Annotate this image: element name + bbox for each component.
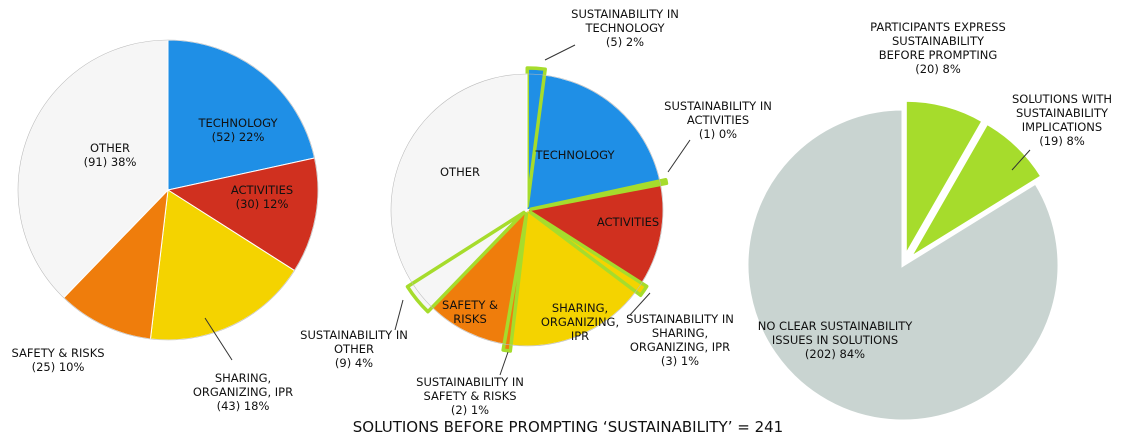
slice-label: OTHER xyxy=(420,165,500,179)
highlight-slice xyxy=(405,210,526,314)
highlight-slice xyxy=(525,66,547,208)
label-text: (30) 12% xyxy=(235,197,289,211)
pie-slice xyxy=(907,121,1044,260)
slice-label: SOLUTIONS WITH SUSTAINABILITY IMPLICATIO… xyxy=(1002,92,1122,148)
label-text: SUSTAINABILITY IN OTHER xyxy=(300,328,408,356)
leader-line xyxy=(629,292,651,316)
slice-label: SHARING, ORGANIZING, IPR xyxy=(540,301,620,343)
label-text: SHARING, ORGANIZING, IPR xyxy=(540,301,620,343)
pie-outline xyxy=(17,39,319,341)
label-text: (20) 8% xyxy=(915,62,961,76)
pie-slice xyxy=(903,98,986,262)
label-text: PARTICIPANTS EXPRESS SUSTAINABILITY BEFO… xyxy=(870,20,1006,62)
slice-label: SAFETY & RISKS (25) 10% xyxy=(3,346,113,374)
label-text: SHARING, ORGANIZING, IPR xyxy=(192,371,294,399)
pie-outline xyxy=(390,73,664,347)
highlight-slice xyxy=(529,177,669,211)
highlight-slice xyxy=(501,212,529,353)
label-text: (2) 1% xyxy=(450,403,490,417)
label-text: (202) 84% xyxy=(804,347,866,361)
label-text: (19) 8% xyxy=(1039,134,1085,148)
label-text: (43) 18% xyxy=(216,399,270,413)
label-text: (91) 38% xyxy=(83,155,137,169)
slice-label: SUSTAINABILITY IN SAFETY & RISKS (2) 1% xyxy=(405,375,535,417)
label-text: ACTIVITIES xyxy=(596,215,660,229)
leader-line xyxy=(394,299,404,331)
slice-label: OTHER (91) 38% xyxy=(60,141,160,169)
label-text: SOLUTIONS WITH SUSTAINABILITY IMPLICATIO… xyxy=(1011,92,1113,134)
label-text: TECHNOLOGY xyxy=(198,116,278,130)
leader-line xyxy=(544,44,576,61)
label-text: (25) 10% xyxy=(31,360,85,374)
label-text: (9) 4% xyxy=(334,356,374,370)
label-text: NO CLEAR SUSTAINABILITY ISSUES IN SOLUTI… xyxy=(757,319,913,347)
label-text: TECHNOLOGY xyxy=(535,148,615,162)
label-text: (52) 22% xyxy=(211,130,265,144)
label-text: OTHER xyxy=(440,165,480,179)
leader-line xyxy=(499,351,509,376)
slice-label: SAFETY & RISKS xyxy=(440,298,500,326)
slice-label: SHARING, ORGANIZING, IPR (43) 18% xyxy=(188,371,298,413)
leader-line xyxy=(667,139,691,173)
label-text: (1) 0% xyxy=(698,127,738,141)
label-text: ACTIVITIES xyxy=(230,183,294,197)
label-text: SAFETY & RISKS xyxy=(11,346,105,360)
pie-slice xyxy=(745,107,1061,423)
slice-label: PARTICIPANTS EXPRESS SUSTAINABILITY BEFO… xyxy=(868,20,1008,76)
label-text: SUSTAINABILITY IN SHARING, ORGANIZING, I… xyxy=(626,312,734,354)
label-text: SUSTAINABILITY IN ACTIVITIES xyxy=(664,99,772,127)
slice-label: SUSTAINABILITY IN OTHER (9) 4% xyxy=(294,328,414,370)
slice-label: NO CLEAR SUSTAINABILITY ISSUES IN SOLUTI… xyxy=(755,319,915,361)
label-text: SUSTAINABILITY IN TECHNOLOGY xyxy=(571,7,679,35)
label-text: (3) 1% xyxy=(660,354,700,368)
leader-line xyxy=(1011,149,1031,171)
caption: SOLUTIONS BEFORE PROMPTING ‘SUSTAINABILI… xyxy=(352,418,784,436)
highlight-slice xyxy=(528,210,649,298)
label-text: SUSTAINABILITY IN SAFETY & RISKS xyxy=(416,375,524,403)
slice-label: TECHNOLOGY xyxy=(520,148,630,162)
slice-label: ACTIVITIES (30) 12% xyxy=(212,183,312,211)
label-text: SAFETY & RISKS xyxy=(442,298,498,326)
slice-label: SUSTAINABILITY IN TECHNOLOGY (5) 2% xyxy=(565,7,685,49)
label-text: (5) 2% xyxy=(605,35,645,49)
slice-label: SUSTAINABILITY IN SHARING, ORGANIZING, I… xyxy=(620,312,740,368)
slice-label: ACTIVITIES xyxy=(583,215,673,229)
label-text: OTHER xyxy=(90,141,130,155)
leader-line xyxy=(204,317,233,361)
slice-label: SUSTAINABILITY IN ACTIVITIES (1) 0% xyxy=(663,99,773,141)
slice-label: TECHNOLOGY (52) 22% xyxy=(183,116,293,144)
